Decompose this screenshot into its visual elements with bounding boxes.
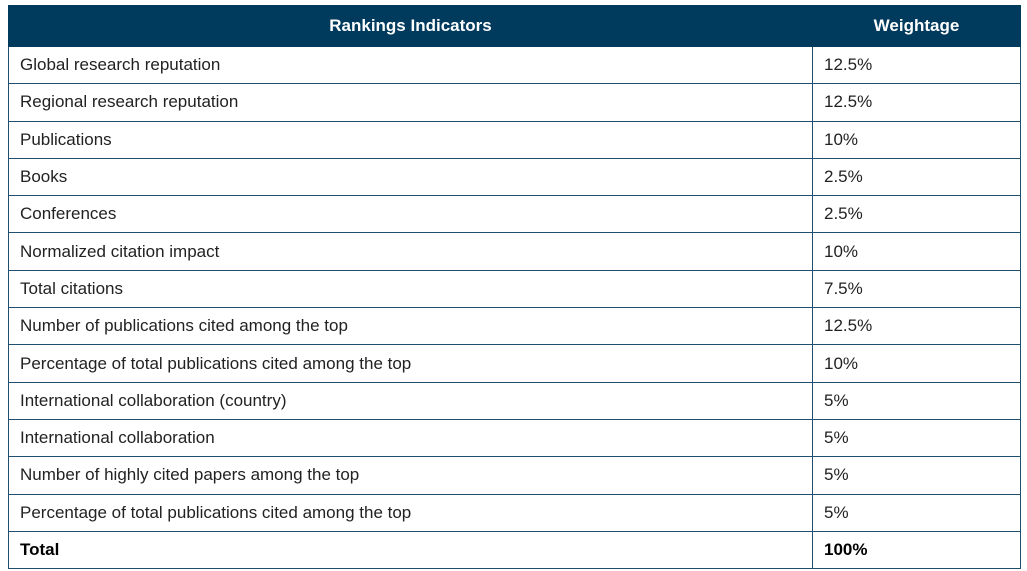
table-row: Global research reputation 12.5% <box>8 45 1021 85</box>
table-row: Normalized citation impact 10% <box>8 232 1021 271</box>
table-row: International collaboration 5% <box>8 418 1021 458</box>
indicator-cell: Percentage of total publications cited a… <box>8 344 813 383</box>
table-row: Total citations 7.5% <box>8 269 1021 309</box>
total-label: Total <box>8 530 813 570</box>
weight-cell: 12.5% <box>812 307 1021 346</box>
weight-cell: 2.5% <box>812 195 1021 234</box>
total-row: Total 100% <box>8 530 1021 570</box>
weight-cell: 10% <box>812 120 1021 159</box>
weight-cell: 2.5% <box>812 157 1021 197</box>
table-row: International collaboration (country) 5% <box>8 381 1021 420</box>
weight-cell: 10% <box>812 232 1021 271</box>
total-weight: 100% <box>812 530 1021 570</box>
table-row: Number of publications cited among the t… <box>8 307 1021 346</box>
indicator-cell: Regional research reputation <box>8 83 813 122</box>
weight-cell: 5% <box>812 418 1021 458</box>
header-row: Rankings Indicators Weightage <box>8 5 1021 47</box>
weight-cell: 7.5% <box>812 269 1021 309</box>
indicator-cell: Number of publications cited among the t… <box>8 307 813 346</box>
weight-cell: 12.5% <box>812 45 1021 85</box>
table-row: Publications 10% <box>8 120 1021 159</box>
rankings-table: Rankings Indicators Weightage Global res… <box>8 5 1021 570</box>
table-body: Global research reputation 12.5% Regiona… <box>8 45 1021 570</box>
table-row: Percentage of total publications cited a… <box>8 344 1021 383</box>
indicator-cell: Total citations <box>8 269 813 309</box>
weight-cell: 10% <box>812 344 1021 383</box>
table-row: Conferences 2.5% <box>8 195 1021 234</box>
indicator-cell: International collaboration <box>8 418 813 458</box>
weight-cell: 5% <box>812 493 1021 532</box>
table-header: Rankings Indicators Weightage <box>8 5 1021 47</box>
indicator-cell: Normalized citation impact <box>8 232 813 271</box>
weight-cell: 5% <box>812 456 1021 495</box>
table-row: Number of highly cited papers among the … <box>8 456 1021 495</box>
table-row: Books 2.5% <box>8 157 1021 197</box>
indicator-cell: Global research reputation <box>8 45 813 85</box>
rankings-table-container: Rankings Indicators Weightage Global res… <box>8 5 1021 570</box>
header-rankings-indicators: Rankings Indicators <box>8 5 813 47</box>
table-row: Regional research reputation 12.5% <box>8 83 1021 122</box>
indicator-cell: Conferences <box>8 195 813 234</box>
indicator-cell: Percentage of total publications cited a… <box>8 493 813 532</box>
indicator-cell: International collaboration (country) <box>8 381 813 420</box>
indicator-cell: Publications <box>8 120 813 159</box>
weight-cell: 12.5% <box>812 83 1021 122</box>
weight-cell: 5% <box>812 381 1021 420</box>
table-row: Percentage of total publications cited a… <box>8 493 1021 532</box>
indicator-cell: Books <box>8 157 813 197</box>
header-weightage: Weightage <box>812 5 1021 47</box>
indicator-cell: Number of highly cited papers among the … <box>8 456 813 495</box>
